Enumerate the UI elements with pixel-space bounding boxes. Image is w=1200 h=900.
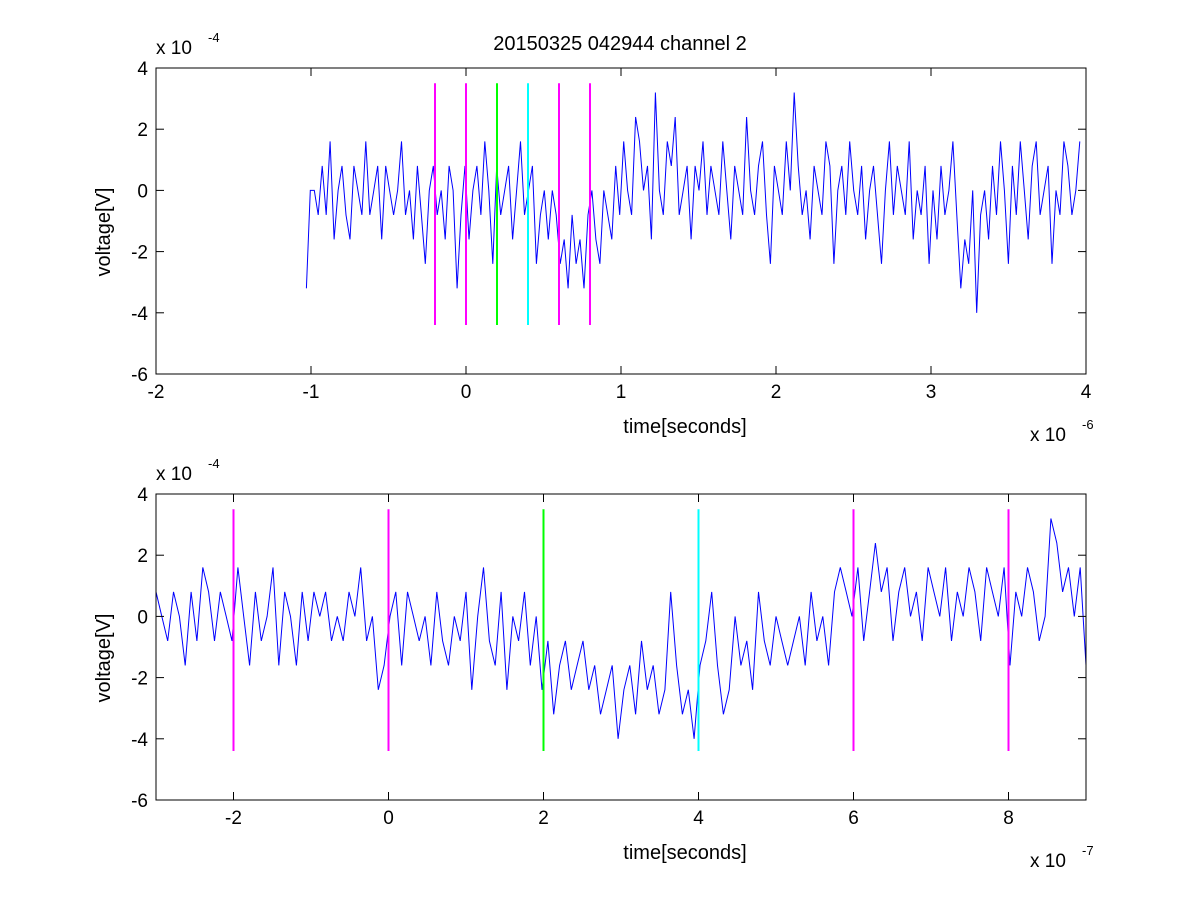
y-multiplier: x 10 xyxy=(156,38,192,59)
y-tick-label: 2 xyxy=(137,546,148,567)
axis-box xyxy=(155,493,1087,801)
y-tick-label: -4 xyxy=(131,304,148,325)
x-tick-label: 4 xyxy=(1081,382,1092,403)
y-tick-label: 4 xyxy=(137,59,148,80)
x-tick-label: 0 xyxy=(461,382,472,403)
x-axis-label: time[seconds] xyxy=(623,842,746,864)
x-tick-label: -1 xyxy=(303,382,320,403)
x-tick-label: -2 xyxy=(225,808,242,829)
y-multiplier-exponent: -4 xyxy=(208,30,220,45)
x-tick-label: 1 xyxy=(616,382,627,403)
x-tick-label: 3 xyxy=(926,382,937,403)
x-tick-label: 8 xyxy=(1003,808,1014,829)
x-multiplier-exponent: -6 xyxy=(1082,417,1094,432)
y-tick-label: 2 xyxy=(137,120,148,141)
x-tick-label: -2 xyxy=(148,382,165,403)
y-multiplier: x 10 xyxy=(156,464,192,485)
y-tick-label: -6 xyxy=(131,365,148,386)
y-axis-label: voltage[V] xyxy=(93,614,115,703)
x-multiplier-exponent: -7 xyxy=(1082,843,1094,858)
bottom-plot: -2 0 2 4 6 8 -6 -4 -2 0 2 4 time[seconds] voltage[V] x… xyxy=(93,456,1094,872)
y-tick-label: 0 xyxy=(137,607,148,628)
x-axis-label: time[seconds] xyxy=(623,416,746,438)
y-tick-label: -6 xyxy=(131,791,148,812)
x-tick-label: 4 xyxy=(693,808,704,829)
x-tick-label: 2 xyxy=(538,808,549,829)
x-multiplier: x 10 xyxy=(1030,851,1066,872)
y-multiplier-exponent: -4 xyxy=(208,456,220,471)
y-axis-label: voltage[V] xyxy=(93,188,115,277)
x-tick-label: 0 xyxy=(383,808,394,829)
x-tick-label: 2 xyxy=(771,382,782,403)
y-tick-label: -4 xyxy=(131,730,148,751)
signal-series xyxy=(155,518,1087,739)
y-tick-label: -2 xyxy=(131,669,148,690)
x-multiplier: x 10 xyxy=(1030,425,1066,446)
axis-box xyxy=(155,67,1087,375)
y-tick-label: 4 xyxy=(137,485,148,506)
y-tick-label: -2 xyxy=(131,243,148,264)
x-tick-label: 6 xyxy=(848,808,859,829)
figure-title: 20150325 042944 channel 2 xyxy=(493,33,747,55)
y-tick-label: 0 xyxy=(137,181,148,202)
signal-series xyxy=(305,92,1081,313)
top-plot: -2 -1 0 1 2 3 4 -6 -4 -2 0 2 4 time[seconds] voltage[V… xyxy=(93,30,1094,446)
